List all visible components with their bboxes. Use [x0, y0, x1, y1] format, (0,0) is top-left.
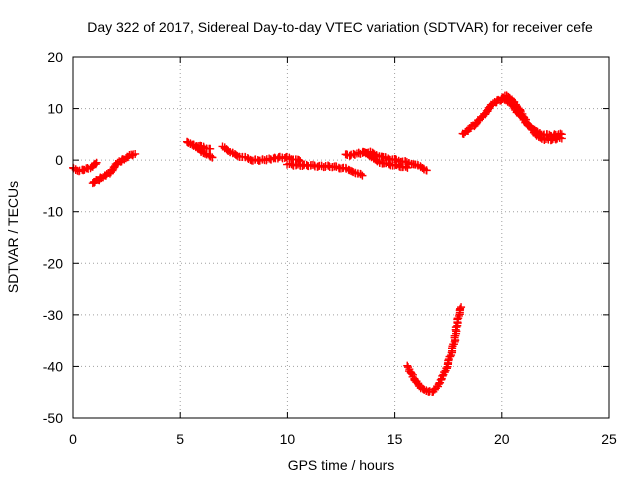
data-point [446, 352, 455, 361]
y-axis-label: SDTVAR / TECUs [5, 181, 21, 293]
grid [73, 57, 609, 418]
data-point [401, 162, 410, 171]
x-tick-label: 5 [176, 431, 184, 447]
x-tick-label: 10 [280, 431, 296, 447]
x-tick-label: 15 [387, 431, 403, 447]
data-point [422, 166, 431, 175]
y-tick-label: -40 [43, 358, 63, 374]
y-tick-label: -10 [43, 204, 63, 220]
x-tick-label: 0 [69, 431, 77, 447]
ticks [72, 56, 610, 419]
data-points [69, 91, 566, 397]
data-point [457, 303, 466, 312]
data-point [206, 152, 215, 161]
data-point [295, 156, 304, 165]
y-tick-label: -30 [43, 307, 63, 323]
plot-frame [72, 56, 610, 419]
data-point [91, 160, 100, 169]
series-seg5 [218, 142, 305, 166]
series-seg4 [189, 140, 215, 153]
data-point [551, 135, 560, 144]
series-seg8 [358, 147, 412, 172]
y-tick-label: -20 [43, 255, 63, 271]
data-point [407, 369, 416, 378]
series-seg6 [283, 159, 367, 180]
tick-labels: 0 5 10 15 20 25 20 10 0 -10 -20 -30 -40 -50 [43, 49, 617, 447]
data-point [452, 322, 461, 331]
data-point [520, 114, 529, 123]
series-seg1 [69, 158, 101, 176]
x-tick-label: 20 [494, 431, 510, 447]
data-point [356, 170, 365, 179]
y-tick-label: 0 [55, 152, 63, 168]
data-point [358, 171, 367, 180]
series-seg11 [498, 91, 566, 145]
series-seg9 [403, 303, 466, 397]
y-tick-label: 20 [47, 49, 63, 65]
data-point [92, 158, 101, 167]
data-point [208, 153, 217, 162]
y-tick-label: -50 [43, 410, 63, 426]
y-tick-label: 10 [47, 101, 63, 117]
x-tick-label: 25 [601, 431, 617, 447]
chart-title: Day 322 of 2017, Sidereal Day-to-day VTE… [87, 19, 593, 35]
data-point [456, 304, 465, 313]
x-axis-label: GPS time / hours [288, 457, 395, 473]
data-point [131, 149, 140, 158]
data-point [403, 163, 412, 172]
data-point [557, 134, 566, 143]
data-point [206, 144, 215, 153]
series-seg2 [88, 149, 140, 188]
